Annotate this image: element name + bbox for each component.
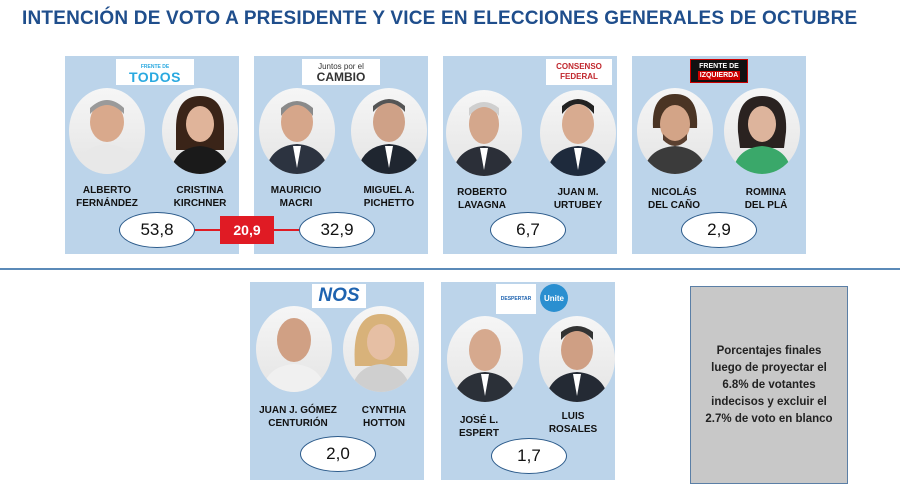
candidate-name: JOSÉ L. ESPERT — [458, 415, 499, 439]
methodology-note: Porcentajes finales luego de proyectar e… — [690, 286, 848, 484]
logo-top-text: FRENTE DE — [140, 64, 170, 70]
candidate-photo-cynthia-hotton — [343, 306, 419, 392]
vote-percentage: 1,7 — [491, 438, 567, 474]
logo-text: FEDERAL — [560, 72, 598, 81]
candidate-photo-miguel-pichetto — [351, 88, 427, 174]
page-title: INTENCIÓN DE VOTO A PRESIDENTE Y VICE EN… — [22, 8, 858, 29]
vote-percentage: 2,0 — [300, 436, 376, 472]
candidate-name: JUAN M. URTUBEY — [553, 187, 603, 211]
candidate-photo-jose-espert — [447, 316, 523, 402]
candidate-name: ALBERTO FERNÁNDEZ — [76, 185, 138, 209]
candidate-photo-luis-rosales — [539, 316, 615, 402]
candidate-photo-juan-gomez-centurion — [256, 306, 332, 392]
frente-de-izquierda-logo: FRENTE DE IZQUIERDA — [690, 59, 748, 83]
logo-text: Unite — [544, 293, 564, 303]
vote-gap-badge: 20,9 — [220, 216, 274, 244]
candidate-name: NICOLÁS DEL CAÑO — [647, 187, 701, 211]
frente-de-todos-logo: FRENTE DE TODOS — [116, 59, 194, 85]
despertar-logo: DESPERTAR — [496, 284, 536, 314]
vote-percentage: 2,9 — [681, 212, 757, 248]
logo-top-text: CONSENSO — [556, 62, 602, 71]
candidate-name: ROMINA DEL PLÁ — [744, 187, 788, 211]
logo-top-text: FRENTE DE — [699, 63, 739, 70]
candidate-name: CRISTINA KIRCHNER — [173, 185, 227, 209]
vote-percentage: 6,7 — [490, 212, 566, 248]
candidate-photo-nicolas-del-cano — [637, 88, 713, 174]
candidate-name: ROBERTO LAVAGNA — [457, 187, 507, 211]
logo-text: CAMBIO — [316, 70, 366, 84]
candidate-name: MIGUEL A. PICHETTO — [363, 185, 415, 209]
juntos-por-el-cambio-logo: Juntos por el CAMBIO — [302, 59, 380, 85]
logo-text: IZQUIERDA — [697, 71, 741, 80]
candidate-photo-alberto-fernandez — [69, 88, 145, 174]
candidate-photo-roberto-lavagna — [446, 90, 522, 176]
logo-top-text: Juntos por el — [318, 62, 364, 71]
logo-text: TODOS — [128, 69, 182, 85]
candidate-photo-mauricio-macri — [259, 88, 335, 174]
nos-logo: NOS — [312, 284, 366, 308]
section-divider — [0, 268, 900, 270]
unite-logo: Unite — [540, 284, 568, 312]
candidate-photo-romina-del-pla — [724, 88, 800, 174]
candidate-photo-juan-urtubey — [540, 90, 616, 176]
candidate-name: LUIS ROSALES — [548, 411, 598, 435]
candidate-name: CYNTHIA HOTTON — [361, 405, 407, 429]
vote-percentage: 32,9 — [299, 212, 375, 248]
logo-top-text: DESPERTAR — [500, 296, 532, 302]
consenso-federal-logo: CONSENSO FEDERAL — [546, 59, 612, 85]
candidate-name: MAURICIO MACRI — [270, 185, 322, 209]
candidate-name: JUAN J. GÓMEZ CENTURIÓN — [259, 405, 337, 429]
candidate-photo-cristina-kirchner — [162, 88, 238, 174]
vote-percentage: 53,8 — [119, 212, 195, 248]
logo-text: NOS — [318, 285, 360, 306]
